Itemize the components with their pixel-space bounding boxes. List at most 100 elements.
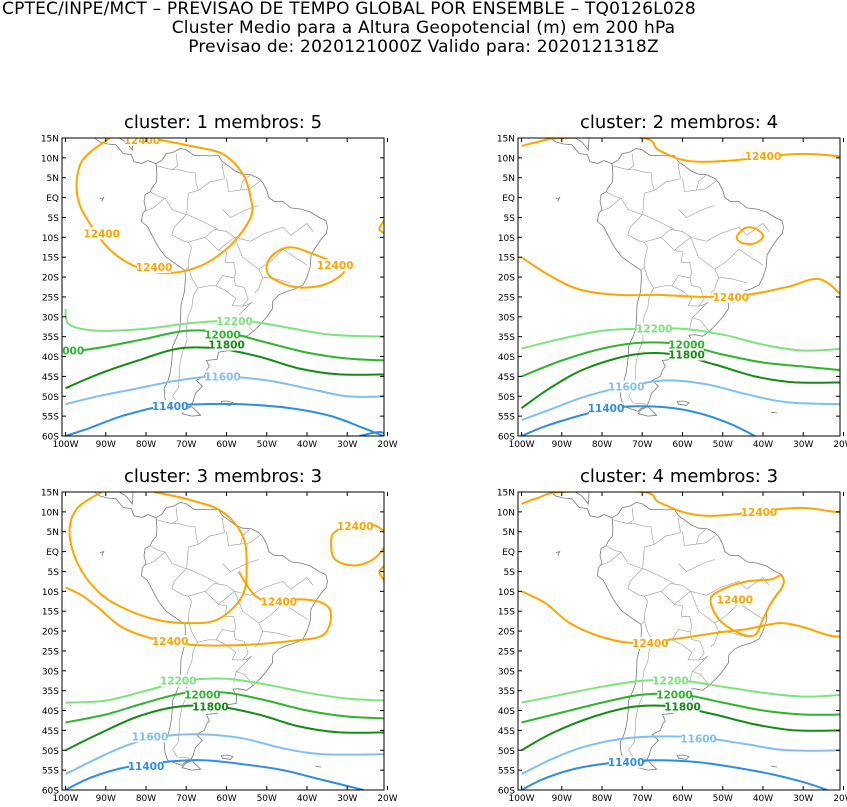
coastline-segment xyxy=(550,138,613,165)
country-border xyxy=(644,590,693,633)
contour-label: 2000 xyxy=(55,346,84,358)
lat-tick-label: 60S xyxy=(42,787,59,797)
lat-tick-label: 40S xyxy=(42,353,59,363)
country-border xyxy=(290,576,314,590)
contour-label: 12400 xyxy=(261,596,298,608)
lat-tick-label: 10N xyxy=(41,154,59,164)
country-border xyxy=(644,267,705,300)
contour-label-bg xyxy=(137,261,172,274)
contour-line xyxy=(521,405,756,436)
country-border xyxy=(644,236,693,279)
panel-2-title: cluster: 2 membros: 4 xyxy=(579,112,779,133)
lat-tick-label: 30S xyxy=(42,667,59,677)
lat-tick-label: 10N xyxy=(497,154,515,164)
country-border xyxy=(714,268,747,284)
contour-label: 12200 xyxy=(652,676,689,688)
country-border xyxy=(172,288,198,405)
lat-tick-label: 25S xyxy=(42,647,59,657)
country-border xyxy=(240,174,251,191)
country-border xyxy=(215,639,249,661)
contour-label-bg xyxy=(338,519,373,532)
contour-label-bg xyxy=(261,595,296,608)
lat-tick-label: 10S xyxy=(42,588,59,598)
country-border xyxy=(156,165,199,215)
lat-tick-label: 10S xyxy=(498,588,515,598)
coastline-segment xyxy=(555,196,561,202)
lat-tick-label: 15N xyxy=(41,135,59,145)
country-border xyxy=(720,227,748,236)
contour-label-bg xyxy=(669,338,704,351)
contour-label: 11800 xyxy=(664,702,701,714)
country-border xyxy=(164,197,192,271)
country-border xyxy=(678,559,715,572)
lat-tick-label: 25S xyxy=(498,293,515,303)
lat-tick-label: 10N xyxy=(497,508,515,518)
country-border xyxy=(144,191,166,212)
coastline-segment xyxy=(771,411,778,414)
lat-tick-label: 35S xyxy=(42,333,59,343)
contour-label-bg xyxy=(609,380,644,393)
island-coastline xyxy=(181,760,202,771)
country-border xyxy=(671,639,705,661)
lon-tick-label: 80W xyxy=(592,794,612,804)
lat-tick-label: 60S xyxy=(498,787,515,797)
contour-label: 12400 xyxy=(124,135,161,147)
contour-label: 12400 xyxy=(717,594,754,606)
contour-label: 11400 xyxy=(608,757,645,769)
contour-label: 12400 xyxy=(745,151,782,163)
country-border xyxy=(233,655,253,683)
lat-tick-label: 15S xyxy=(42,254,59,264)
country-border xyxy=(215,285,249,307)
lon-tick-label: 60W xyxy=(672,794,692,804)
lat-tick-label: 30S xyxy=(42,313,59,323)
lat-tick-label: 5N xyxy=(503,174,515,184)
lon-tick-label: 20W xyxy=(377,794,397,804)
contour-label: 11600 xyxy=(132,731,169,743)
contour-label-bg xyxy=(133,730,168,743)
country-border xyxy=(692,671,710,686)
contour-label: 11800 xyxy=(668,350,705,362)
lat-tick-label: 50S xyxy=(42,747,59,757)
lon-tick-label: 70W xyxy=(176,440,196,450)
contour-label: 12200 xyxy=(160,676,197,688)
lon-tick-label: 30W xyxy=(337,794,357,804)
contour-label-bg xyxy=(185,688,220,701)
coastline-segment xyxy=(555,550,561,556)
panel-1-title: cluster: 1 membros: 5 xyxy=(123,112,323,133)
lon-tick-label: 100W xyxy=(52,794,78,804)
contour-line xyxy=(378,218,384,235)
country-border xyxy=(258,622,291,638)
country-border xyxy=(628,507,634,525)
country-border xyxy=(682,177,717,192)
lat-tick-label: 45S xyxy=(42,727,59,737)
coastline-segment xyxy=(118,492,134,505)
contour-label-bg xyxy=(669,348,704,361)
lat-tick-label: 40S xyxy=(498,707,515,717)
lat-tick-label: 50S xyxy=(42,393,59,403)
country-border xyxy=(254,631,263,648)
lat-tick-label: 5S xyxy=(48,568,60,578)
contour-label-bg xyxy=(205,370,240,383)
south-america-coastline xyxy=(596,501,784,766)
contour-label-bg xyxy=(637,322,672,335)
lat-tick-label: 35S xyxy=(498,333,515,343)
country-border xyxy=(689,655,709,683)
country-border xyxy=(710,631,719,648)
contour-line xyxy=(521,735,840,776)
contour-line xyxy=(520,256,840,298)
country-border xyxy=(628,642,654,759)
contour-label: 12400 xyxy=(337,521,374,533)
country-border xyxy=(612,519,655,569)
country-border xyxy=(188,267,249,300)
contour-label-bg xyxy=(153,635,188,647)
map-frame xyxy=(517,491,841,791)
country-border xyxy=(620,551,648,625)
contour-label: 11800 xyxy=(192,702,229,714)
header-line-1: CPTEC/INPE/MCT – PREVISAO DE TEMPO GLOBA… xyxy=(2,0,696,19)
header-line-3: Previsao de: 2020121000Z Valido para: 20… xyxy=(188,37,659,57)
coastline-segment xyxy=(94,138,157,165)
lat-tick-label: 45S xyxy=(498,727,515,737)
country-border xyxy=(600,545,622,566)
contour-label-bg xyxy=(665,700,700,713)
